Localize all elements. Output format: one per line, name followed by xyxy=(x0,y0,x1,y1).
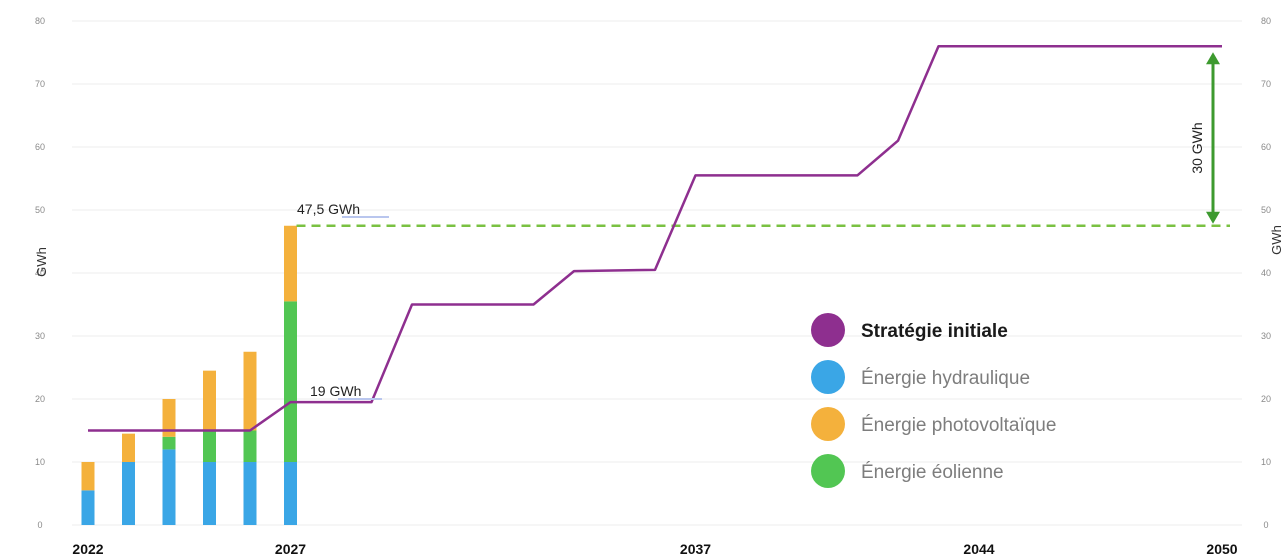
bar-2025-wind xyxy=(203,430,216,462)
legend-dot-solar xyxy=(811,407,845,441)
x-tick-2044: 2044 xyxy=(963,541,994,557)
bar-2023-solar xyxy=(122,433,135,462)
gap-arrow-head-bottom xyxy=(1206,211,1220,224)
bar-2024-solar xyxy=(162,399,176,437)
y-tick-right-0: 0 xyxy=(1263,520,1268,530)
annotation-line-2027: 19 GWh xyxy=(310,383,361,399)
y-axis-right: 0 10 20 30 40 50 60 70 80 xyxy=(1261,16,1271,530)
y-axis-label-left: GWh xyxy=(34,247,49,277)
x-axis: 2022 2027 2037 2044 2050 xyxy=(72,541,1237,557)
bar-2027-solar xyxy=(284,225,297,302)
annotations: 47,5 GWh 19 GWh 30 GWh xyxy=(297,122,1205,400)
y-tick-right-20: 20 xyxy=(1261,394,1271,404)
y-axis-left: 0 10 20 30 40 50 60 70 80 xyxy=(35,16,45,530)
y-tick-right-10: 10 xyxy=(1261,457,1271,467)
bar-2024-wind xyxy=(162,436,176,450)
y-tick-left-80: 80 xyxy=(35,16,45,26)
legend: Stratégie initiale Énergie hydraulique Éne… xyxy=(811,313,1056,488)
y-tick-left-0: 0 xyxy=(37,520,42,530)
bar-2024-hydro xyxy=(162,449,176,525)
annotation-bar-total-underline xyxy=(342,216,389,218)
y-tick-left-50: 50 xyxy=(35,205,45,215)
strategy-line xyxy=(88,44,1222,432)
gap-arrow-head-top xyxy=(1206,52,1220,65)
bar-2025-hydro xyxy=(203,462,216,525)
bar-2026-solar xyxy=(243,351,257,431)
legend-dot-strategy xyxy=(811,313,845,347)
y-tick-left-40: 40 xyxy=(35,268,45,278)
legend-dot-wind xyxy=(811,454,845,488)
annotation-gap: 30 GWh xyxy=(1189,122,1205,173)
bar-2022-hydro xyxy=(81,490,95,525)
x-tick-2050: 2050 xyxy=(1206,541,1237,557)
y-tick-right-80: 80 xyxy=(1261,16,1271,26)
gap-arrow xyxy=(1206,52,1220,224)
bar-2027-wind xyxy=(284,301,297,462)
x-tick-2037: 2037 xyxy=(680,541,711,557)
annotation-bar-total: 47,5 GWh xyxy=(297,201,360,217)
y-tick-right-60: 60 xyxy=(1261,142,1271,152)
y-tick-left-60: 60 xyxy=(35,142,45,152)
y-tick-left-30: 30 xyxy=(35,331,45,341)
bar-2026-hydro xyxy=(243,462,257,525)
bar-2027-hydro xyxy=(284,462,297,525)
bar-2023-hydro xyxy=(122,462,135,525)
y-tick-right-70: 70 xyxy=(1261,79,1271,89)
legend-label-solar: Énergie photovoltaïque xyxy=(861,415,1056,436)
y-tick-left-70: 70 xyxy=(35,79,45,89)
legend-dot-hydro xyxy=(811,360,845,394)
legend-label-wind: Énergie éolienne xyxy=(861,462,1004,483)
legend-label-hydro: Énergie hydraulique xyxy=(861,368,1030,389)
bar-2025-solar xyxy=(203,370,216,431)
y-tick-left-20: 20 xyxy=(35,394,45,404)
bar-2022-solar xyxy=(81,462,95,491)
y-tick-right-30: 30 xyxy=(1261,331,1271,341)
x-tick-2022: 2022 xyxy=(72,541,103,557)
x-tick-2027: 2027 xyxy=(275,541,306,557)
y-tick-right-50: 50 xyxy=(1261,205,1271,215)
y-tick-left-10: 10 xyxy=(35,457,45,467)
legend-label-strategy: Stratégie initiale xyxy=(861,321,1008,342)
y-tick-right-40: 40 xyxy=(1261,268,1271,278)
y-axis-label-right: GWh xyxy=(1269,225,1284,255)
bar-2026-wind xyxy=(243,430,257,462)
stacked-bars xyxy=(81,225,297,525)
annotation-line-2027-underline xyxy=(338,398,382,400)
grid-lines xyxy=(72,20,1242,526)
